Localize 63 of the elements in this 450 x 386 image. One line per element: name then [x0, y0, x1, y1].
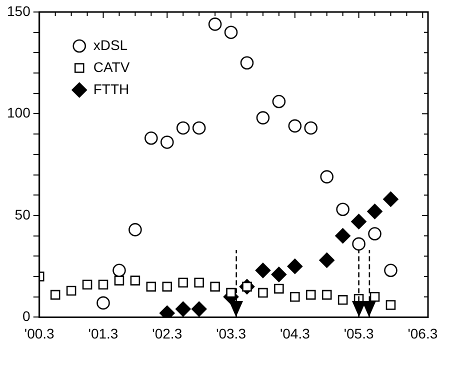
x-tick-label: '02.3 — [152, 325, 182, 342]
point — [226, 288, 236, 298]
point — [144, 132, 158, 145]
point — [370, 292, 380, 302]
point — [338, 295, 348, 305]
point — [112, 264, 126, 278]
x-tick-label: '04.3 — [280, 325, 310, 342]
point — [146, 282, 156, 292]
x-tick-label: '06.3 — [408, 325, 438, 342]
point — [128, 223, 142, 236]
point — [160, 136, 174, 149]
point — [210, 282, 220, 292]
point — [192, 121, 206, 135]
point — [178, 278, 188, 288]
point — [114, 276, 124, 286]
point — [82, 280, 92, 290]
point — [351, 214, 366, 230]
point — [304, 121, 318, 135]
point — [50, 290, 60, 300]
point — [288, 119, 302, 133]
point — [290, 292, 300, 302]
point — [336, 202, 350, 216]
point — [272, 94, 286, 108]
point — [224, 26, 238, 39]
point — [98, 280, 108, 290]
point — [368, 227, 382, 240]
x-tick-label: '01.3 — [88, 325, 118, 342]
point — [240, 56, 254, 70]
point — [319, 252, 334, 268]
point — [306, 290, 316, 300]
point — [322, 290, 332, 300]
legend-label: xDSL — [93, 36, 128, 53]
x-tick-label: '05.3 — [344, 325, 374, 342]
point — [96, 296, 110, 310]
point — [176, 121, 190, 135]
point — [208, 18, 222, 31]
point — [352, 237, 366, 251]
point — [66, 286, 76, 296]
x-tick-label: '03.3 — [216, 325, 246, 342]
point — [367, 204, 382, 220]
point — [274, 284, 284, 294]
point — [386, 300, 396, 310]
legend-label: FTTH — [93, 80, 130, 97]
point — [258, 288, 268, 298]
point — [335, 228, 350, 244]
point — [175, 301, 191, 317]
point — [194, 278, 204, 288]
y-tick-label: 150 — [7, 2, 31, 19]
point — [256, 111, 270, 124]
point — [271, 266, 287, 282]
point — [287, 258, 303, 274]
y-tick-label: 0 — [22, 308, 31, 324]
x-tick-label: '00.3 — [24, 325, 55, 342]
y-tick-label: 50 — [14, 206, 31, 222]
point — [130, 276, 140, 286]
y-tick-label: 100 — [7, 104, 31, 121]
point — [162, 282, 172, 292]
point — [383, 192, 398, 207]
point — [191, 301, 207, 317]
point — [320, 170, 334, 184]
point — [255, 262, 271, 278]
point — [384, 264, 398, 278]
legend-label: CATV — [93, 58, 130, 75]
